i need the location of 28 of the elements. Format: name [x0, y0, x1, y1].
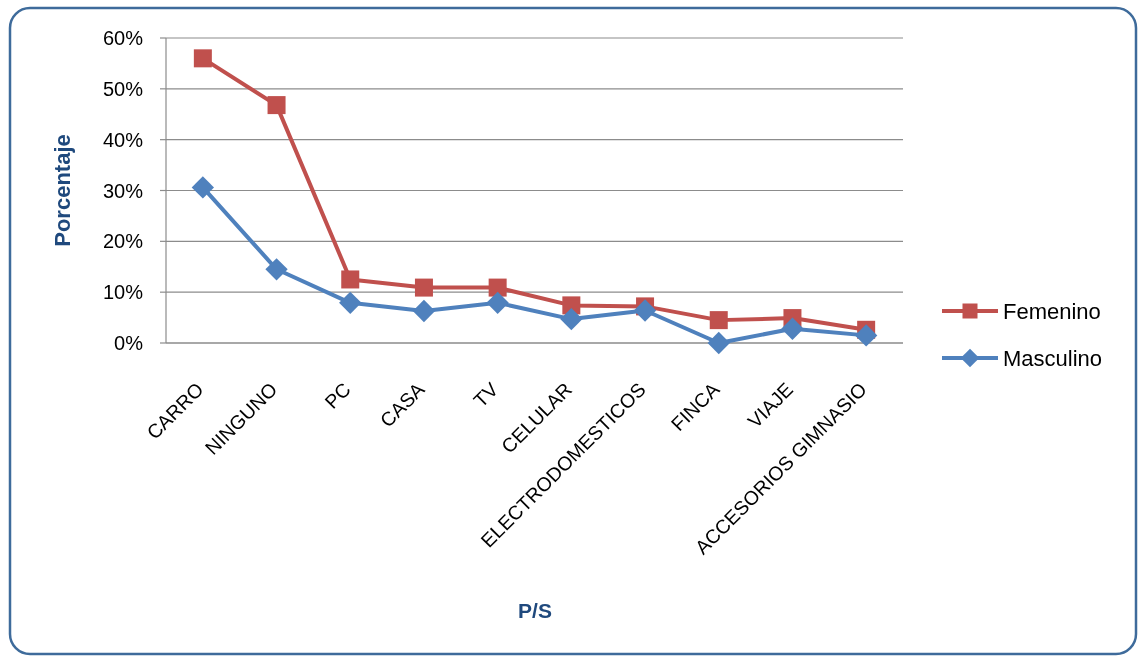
point	[193, 49, 212, 68]
y-tick-label: 30%	[102, 179, 144, 202]
point	[488, 278, 507, 297]
x-axis-title: P/S	[518, 599, 552, 623]
point	[486, 291, 509, 314]
legend-label: Masculino	[1003, 345, 1103, 371]
point	[633, 299, 657, 322]
point	[709, 311, 728, 330]
y-tick-label: 20%	[102, 230, 144, 253]
point	[560, 307, 583, 331]
x-tick-label: PC	[320, 378, 355, 413]
point	[854, 324, 878, 347]
point	[191, 176, 215, 199]
y-tick-label: 60%	[102, 27, 144, 49]
point	[412, 299, 436, 323]
y-tick-label: 40%	[102, 128, 144, 151]
point	[707, 331, 730, 355]
point	[781, 317, 804, 340]
point	[414, 278, 433, 297]
point	[265, 258, 288, 281]
point	[339, 291, 362, 314]
y-axis-title: Porcentaje	[49, 134, 75, 247]
y-tick-label: 10%	[102, 281, 144, 304]
point	[267, 96, 286, 115]
point	[341, 270, 360, 289]
y-tick-label: 0%	[114, 332, 144, 354]
y-tick-label: 50%	[102, 77, 144, 100]
legend-label: Femenino	[1003, 298, 1101, 324]
